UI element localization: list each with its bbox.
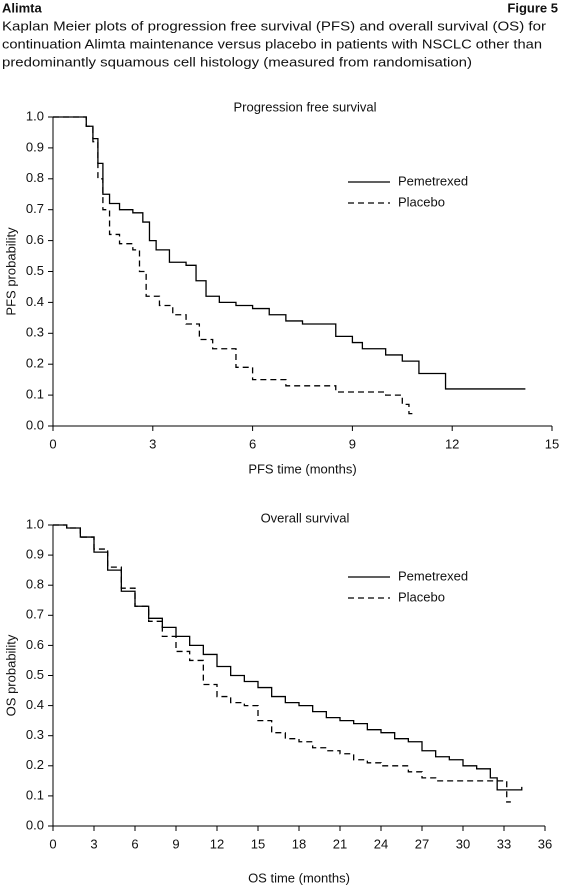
- y-tick-label: 0.2: [26, 757, 44, 772]
- x-tick-label: 0: [49, 436, 56, 451]
- y-axis-label: OS probability: [3, 634, 18, 716]
- x-tick-label: 3: [149, 436, 156, 451]
- legend-label: Placebo: [398, 194, 445, 209]
- figure-label: Figure 5: [507, 0, 558, 15]
- x-tick-label: 33: [497, 836, 511, 851]
- x-tick-label: 3: [90, 836, 97, 851]
- y-tick-label: 0.8: [26, 577, 44, 592]
- y-tick-label: 0.0: [26, 417, 44, 432]
- y-tick-label: 0.1: [26, 787, 44, 802]
- x-tick-label: 15: [545, 436, 559, 451]
- y-tick-label: 0.7: [26, 201, 44, 216]
- legend-label: Placebo: [398, 589, 445, 604]
- chart-title: Overall survival: [261, 510, 350, 525]
- chart-title: Progression free survival: [233, 99, 376, 114]
- y-tick-label: 1.0: [26, 516, 44, 531]
- x-tick-label: 24: [374, 836, 388, 851]
- x-tick-label: 27: [415, 836, 429, 851]
- x-tick-label: 6: [249, 436, 256, 451]
- y-tick-label: 0.0: [26, 817, 44, 832]
- caption-line: Kaplan Meier plots of progression free s…: [2, 18, 547, 33]
- legend-label: Pemetrexed: [398, 568, 468, 583]
- x-tick-label: 12: [210, 836, 224, 851]
- y-tick-label: 0.3: [26, 325, 44, 340]
- legend-label: Pemetrexed: [398, 173, 468, 188]
- y-tick-label: 0.3: [26, 727, 44, 742]
- x-tick-label: 15: [251, 836, 265, 851]
- x-tick-label: 12: [445, 436, 459, 451]
- y-tick-label: 0.5: [26, 667, 44, 682]
- survival-curve: [53, 524, 523, 791]
- survival-curve: [53, 116, 416, 415]
- y-tick-label: 0.4: [26, 294, 44, 309]
- y-tick-label: 0.1: [26, 387, 44, 402]
- x-tick-label: 36: [538, 836, 552, 851]
- y-tick-label: 0.7: [26, 607, 44, 622]
- y-tick-label: 0.2: [26, 356, 44, 371]
- x-axis-label: PFS time (months): [248, 461, 356, 476]
- survival-curve: [53, 116, 526, 390]
- y-tick-label: 1.0: [26, 108, 44, 123]
- y-tick-label: 0.5: [26, 263, 44, 278]
- x-tick-label: 21: [333, 836, 347, 851]
- y-tick-label: 0.6: [26, 637, 44, 652]
- y-tick-label: 0.6: [26, 232, 44, 247]
- caption-line: continuation Alimta maintenance versus p…: [2, 36, 542, 51]
- x-tick-label: 9: [172, 836, 179, 851]
- x-tick-label: 18: [292, 836, 306, 851]
- y-tick-label: 0.9: [26, 139, 44, 154]
- y-tick-label: 0.9: [26, 547, 44, 562]
- y-tick-label: 0.8: [26, 170, 44, 185]
- caption-line: predominantly squamous cell histology (m…: [2, 54, 472, 69]
- y-axis-label: PFS probability: [3, 227, 18, 316]
- x-tick-label: 9: [349, 436, 356, 451]
- x-tick-label: 0: [49, 836, 56, 851]
- y-tick-label: 0.4: [26, 697, 44, 712]
- x-tick-label: 30: [456, 836, 470, 851]
- survival-curve: [53, 524, 511, 803]
- x-axis-label: OS time (months): [248, 870, 350, 885]
- doc-title: Alimta: [2, 0, 43, 15]
- x-tick-label: 6: [131, 836, 138, 851]
